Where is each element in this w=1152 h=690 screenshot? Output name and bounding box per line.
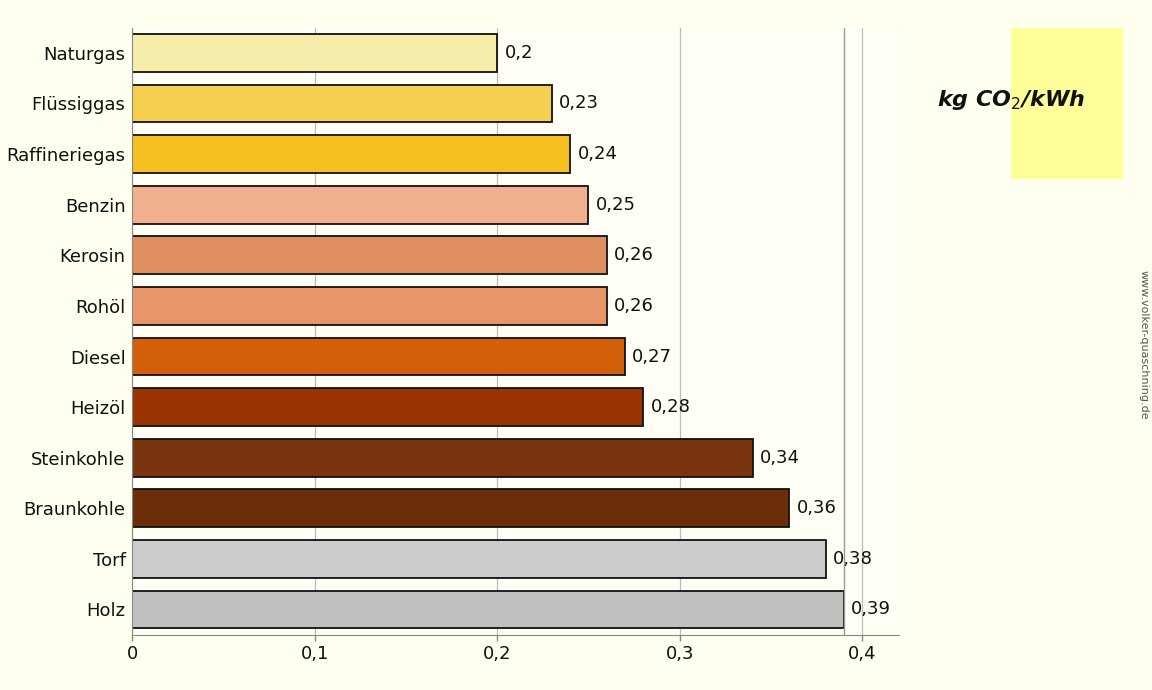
Text: 0,38: 0,38 [833, 550, 873, 568]
Bar [132, 540, 826, 578]
Text: 0,34: 0,34 [760, 448, 799, 466]
Bar [132, 34, 498, 72]
Bar [132, 489, 789, 527]
Text: 0,27: 0,27 [632, 348, 673, 366]
Bar [132, 287, 607, 325]
Text: kg CO$_2$/kWh: kg CO$_2$/kWh [937, 88, 1085, 112]
Text: 0,26: 0,26 [614, 297, 654, 315]
Bar [132, 186, 589, 224]
Text: 0,2: 0,2 [505, 44, 533, 62]
Bar [132, 337, 624, 375]
Bar [132, 388, 643, 426]
FancyBboxPatch shape [1011, 28, 1123, 179]
Text: 0,25: 0,25 [596, 196, 636, 214]
Bar [132, 135, 570, 173]
Text: 0,39: 0,39 [851, 600, 892, 618]
Text: 0,23: 0,23 [560, 95, 599, 112]
Bar [132, 85, 552, 123]
Text: 0,28: 0,28 [651, 398, 690, 416]
Text: 0,26: 0,26 [614, 246, 654, 264]
Text: 0,36: 0,36 [796, 500, 836, 518]
Bar [132, 236, 607, 275]
Text: 0,24: 0,24 [577, 145, 617, 163]
Bar [132, 591, 843, 629]
Text: www.volker-quaschning.de: www.volker-quaschning.de [1139, 270, 1149, 420]
Bar [132, 439, 752, 477]
